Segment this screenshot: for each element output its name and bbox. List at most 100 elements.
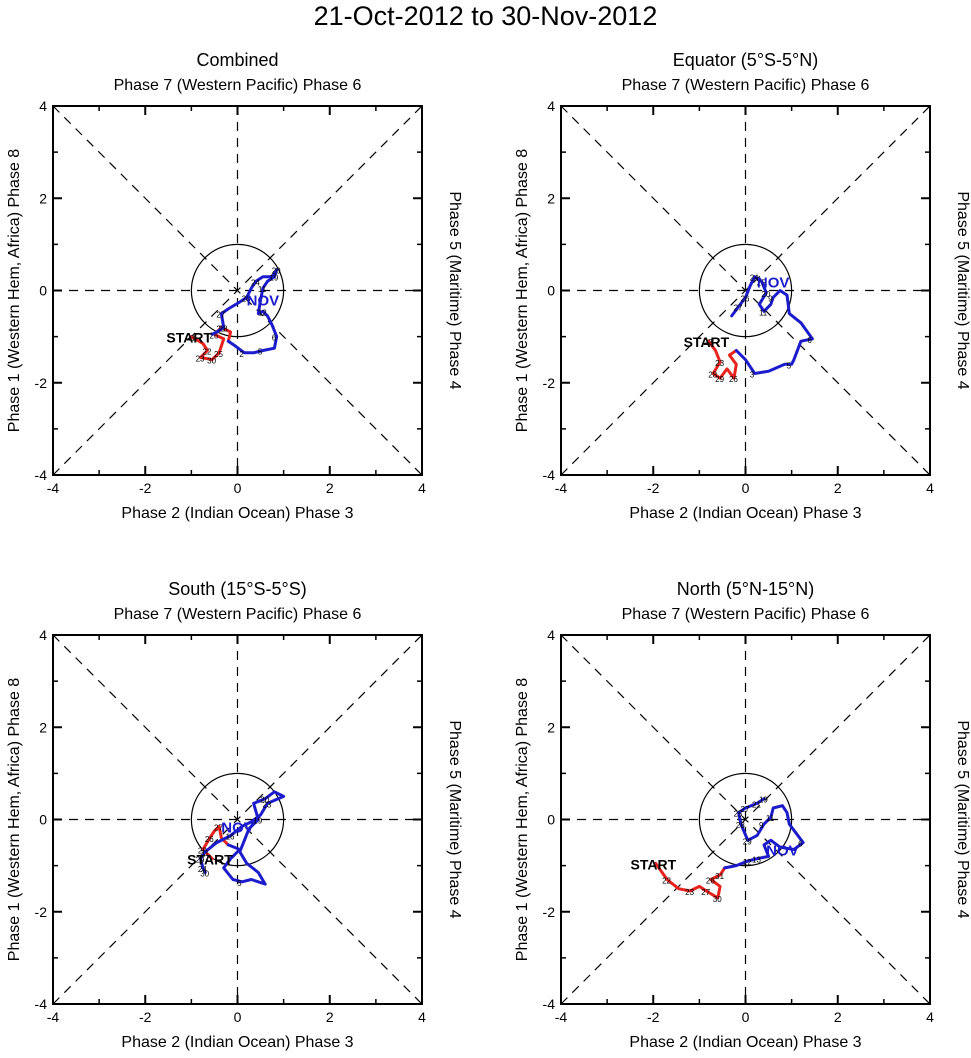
y-tick-label: -2 [543,375,556,391]
day-label: 16 [226,833,235,842]
day-label: 19 [253,817,262,826]
x-tick-label: -2 [139,1009,152,1025]
day-label: 29 [743,837,752,846]
unit-circle [190,772,285,867]
y-tick-label: -2 [35,375,48,391]
day-label: 21 [186,334,195,343]
trajectory-november [723,797,805,870]
right-phase-label: Phase 5 (Maritime) Phase 4 [446,191,463,389]
y-tick-label: 4 [39,98,47,114]
x-tick-label: -2 [647,1009,660,1025]
trajectory-october [201,824,230,861]
day-label: 23 [715,359,724,368]
day-label: 23 [262,800,271,809]
month-label-nov: NOV [766,842,799,859]
day-label: 9 [759,821,764,830]
panel-title: South (15°S-5°S) [168,579,306,599]
y-tick-label: 2 [547,719,555,735]
day-label: 30 [207,357,216,366]
day-label: 29 [196,856,205,865]
day-label: 30 [200,870,209,879]
day-label: 24 [750,274,759,283]
day-label: 26 [205,835,214,844]
y-tick-label: 4 [39,627,47,643]
day-label: 27 [734,304,743,313]
day-label: 28 [708,371,717,380]
day-label: 31 [715,872,724,881]
day-label: 11 [759,308,768,317]
unit-circle [698,772,793,867]
left-phase-label: Phase 1 (Western Hem, Africa) Phase 8 [514,149,531,432]
day-label: 22 [203,347,212,356]
y-tick-label: -2 [35,904,48,920]
x-tick-label: 2 [834,1009,842,1025]
unit-circle [698,243,793,338]
x-tick-label: 2 [326,1009,334,1025]
right-phase-label: Phase 5 (Maritime) Phase 4 [954,191,971,389]
day-label: 11 [258,285,267,294]
day-label: 6 [272,334,277,343]
day-label: 5 [258,347,263,356]
day-label: 31 [200,849,209,858]
top-phase-label: Phase 7 (Western Pacific) Phase 6 [622,606,870,623]
y-tick-label: -4 [543,996,556,1012]
day-label: 28 [219,324,228,333]
day-label: 21 [752,800,761,809]
day-label: 22 [704,338,713,347]
day-label: 5 [237,879,242,888]
trajectory-november [210,268,279,355]
day-label: 11 [766,814,775,823]
day-label: 25 [734,810,743,819]
bottom-phase-label: Phase 2 (Indian Ocean) Phase 3 [629,505,861,522]
x-tick-label: 0 [742,1009,750,1025]
day-label: 28 [736,821,745,830]
y-tick-label: -4 [35,467,48,483]
x-tick-label: 0 [234,1009,242,1025]
diagonal-line-ascending [560,105,931,476]
figure-title: 21-Oct-2012 to 30-Nov-2012 [313,1,658,31]
start-label: START [166,330,212,346]
day-label: 20 [272,267,281,276]
diagonal-line-ascending [52,105,423,476]
y-tick-label: -4 [35,996,48,1012]
top-phase-label: Phase 7 (Western Pacific) Phase 6 [114,606,362,623]
y-tick-label: 2 [39,719,47,735]
y-tick-label: 2 [547,190,555,206]
day-label: 26 [706,876,715,885]
day-label: 12 [743,858,752,867]
start-label: START [631,856,677,872]
y-tick-label: 4 [547,627,555,643]
month-label-nov: NOV [757,274,790,291]
x-tick-label: 0 [742,480,750,496]
day-label: 29 [715,375,724,384]
x-tick-label: 2 [326,480,334,496]
left-phase-label: Phase 1 (Western Hem, Africa) Phase 8 [6,149,23,432]
day-label: 12 [258,308,267,317]
start-label: START [684,334,730,350]
day-label: 6 [798,840,803,849]
right-phase-label: Phase 5 (Maritime) Phase 4 [446,720,463,918]
top-phase-label: Phase 7 (Western Pacific) Phase 6 [622,77,870,94]
month-label-nov: NOV [221,819,254,836]
day-label: 27 [214,823,223,832]
day-label: 19 [759,796,768,805]
day-label: 19 [269,274,278,283]
day-label: 25 [242,294,251,303]
panel-4: -4 4 -2 2 0 0 2 -2 4 -4 North (5°N-15°N) Phase 7 (W… [514,579,971,1051]
trajectory-november [199,790,286,886]
day-label: 3 [750,371,755,380]
y-tick-label: -4 [543,467,556,483]
y-tick-label: 2 [39,190,47,206]
day-label: 23 [685,888,694,897]
y-tick-label: -2 [543,904,556,920]
x-tick-label: 4 [926,1009,934,1025]
diagonal-line-ascending [560,634,931,1005]
day-label: 30 [713,895,722,904]
bottom-phase-label: Phase 2 (Indian Ocean) Phase 3 [121,505,353,522]
x-tick-label: 4 [418,480,426,496]
day-label: 5 [787,361,792,370]
trajectory-october [189,325,233,362]
y-tick-label: 0 [39,283,47,299]
x-tick-label: -4 [47,1009,60,1025]
